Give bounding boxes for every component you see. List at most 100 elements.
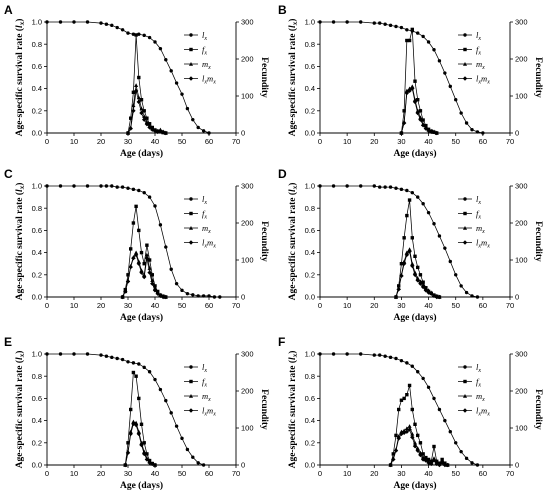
data-point-fx — [142, 109, 146, 113]
data-point-lx — [72, 352, 76, 356]
data-point-lx — [399, 25, 404, 30]
x-tick-label: 30 — [397, 137, 405, 146]
data-point-fx — [391, 452, 395, 456]
data-point-lx — [388, 185, 393, 189]
data-point-lx — [72, 20, 76, 24]
data-point-lxmx — [125, 450, 131, 455]
legend-marker — [189, 379, 193, 384]
y-tick-label: 0.2 — [305, 438, 315, 447]
data-point-fx — [413, 254, 417, 258]
data-point-lx — [85, 184, 90, 188]
x-tick-label: 70 — [506, 469, 514, 478]
y2-tick-label: 100 — [241, 424, 254, 433]
data-point-lx — [345, 20, 349, 24]
legend-item: fx — [184, 45, 207, 57]
y2-tick-label: 0 — [515, 129, 519, 138]
data-point-lx — [318, 184, 322, 188]
y-tick-label: 0.2 — [32, 438, 42, 447]
data-point-lxmx — [141, 451, 147, 457]
data-point-lxmx — [401, 120, 407, 126]
data-point-fx — [131, 90, 136, 94]
y-tick-label: 0.0 — [32, 129, 42, 138]
data-point-fx — [142, 441, 146, 445]
data-point-lx — [454, 441, 458, 445]
data-point-mx — [415, 108, 420, 113]
data-point-mx — [412, 97, 418, 102]
data-point-lx — [147, 370, 152, 374]
data-point-fx — [153, 284, 157, 288]
data-point-lxmx — [396, 287, 401, 292]
data-point-lx — [85, 20, 90, 24]
y-tick-label: 1.0 — [32, 18, 42, 27]
data-point-lx — [359, 184, 363, 188]
legend-marker — [189, 33, 193, 37]
x-tick-label: 20 — [370, 137, 378, 146]
y2-axis-label: Fecundity — [259, 221, 269, 262]
data-point-lx — [191, 455, 195, 459]
panel-letter: C — [4, 167, 13, 181]
data-point-lx — [454, 98, 458, 102]
y2-tick-label: 200 — [241, 387, 254, 396]
data-point-lx — [459, 449, 463, 454]
data-point-fx — [142, 262, 146, 266]
data-point-lxmx — [391, 457, 396, 462]
legend-item: fx — [184, 209, 207, 221]
y-tick-label: 1.0 — [32, 350, 42, 359]
y2-tick-label: 300 — [515, 182, 528, 191]
data-point-fx — [129, 247, 133, 251]
legend-label: fx — [476, 377, 481, 389]
x-tick-label: 50 — [452, 469, 460, 478]
y-tick-label: 0.8 — [305, 40, 315, 49]
x-tick-label: 10 — [343, 469, 351, 478]
y2-tick-label: 100 — [515, 256, 528, 265]
data-point-fx — [397, 407, 401, 412]
data-point-lx — [416, 31, 420, 35]
y-tick-label: 0.8 — [32, 372, 42, 381]
x-tick-label: 60 — [205, 137, 213, 146]
data-point-lxmx — [423, 126, 429, 131]
x-tick-label: 20 — [97, 137, 105, 146]
data-point-lx — [378, 185, 382, 189]
data-point-lx — [448, 430, 452, 434]
y-tick-label: 0.2 — [32, 106, 42, 115]
data-point-lx — [359, 20, 363, 24]
data-point-lxmx — [147, 270, 152, 275]
data-point-fx — [137, 228, 141, 233]
data-point-lx — [110, 355, 114, 360]
data-point-fx — [432, 444, 436, 449]
data-point-lx — [45, 20, 49, 24]
series-line-fx — [124, 371, 156, 466]
data-point-fx — [410, 407, 414, 412]
y-tick-label: 0.4 — [32, 416, 42, 425]
data-point-fx — [421, 118, 425, 122]
data-point-fx — [145, 116, 149, 120]
data-point-lx — [416, 195, 420, 199]
data-point-lxmx — [434, 130, 439, 136]
data-point-lxmx — [150, 281, 155, 286]
y-axis-label: Age-specific survival rate (lx) — [14, 351, 26, 469]
data-point-lx — [383, 354, 387, 358]
data-point-mx — [134, 83, 139, 87]
data-point-fx — [421, 452, 425, 456]
data-point-lxmx — [396, 436, 401, 441]
data-point-lxmx — [136, 99, 142, 105]
data-point-lx — [180, 288, 184, 293]
data-point-fx — [131, 370, 136, 375]
data-point-fx — [410, 27, 414, 32]
data-point-lx — [147, 195, 152, 199]
panel-b: B 0 10 20 30 40 50 60 70 0.0 0.2 0.4 0.6 0.8 1.0 0 100 20… — [278, 3, 543, 159]
data-point-lx — [331, 352, 336, 356]
data-point-lxmx — [429, 129, 434, 135]
data-point-lxmx — [144, 457, 150, 462]
data-point-mx — [407, 424, 412, 428]
x-tick-label: 60 — [205, 301, 213, 310]
legend-label: lx — [476, 362, 481, 374]
legend-item: mx — [458, 59, 485, 71]
data-point-lx — [331, 184, 336, 188]
data-point-lx — [120, 357, 125, 362]
data-point-lx — [464, 121, 469, 125]
data-point-lx — [443, 418, 447, 423]
y-tick-label: 0.0 — [305, 461, 315, 470]
data-point-lx — [180, 436, 184, 441]
data-point-lx — [164, 58, 168, 62]
